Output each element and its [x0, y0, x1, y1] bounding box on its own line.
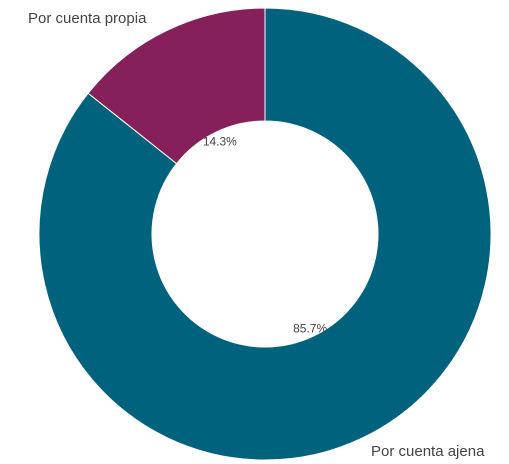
slices-group: [38, 7, 492, 461]
percent-label-2: 14.3%: [203, 134, 237, 148]
category-label-2: Por cuenta propia: [28, 10, 147, 27]
category-label-1: Por cuenta ajena: [371, 443, 485, 460]
percent-label-1: 85.7%: [293, 322, 327, 336]
labels-group: 85.7% Por cuenta ajena 14.3% Por cuenta pro…: [28, 10, 485, 460]
slice-por-cuenta-ajena[interactable]: [38, 7, 492, 461]
slice-por-cuenta-propia[interactable]: [87, 7, 266, 165]
